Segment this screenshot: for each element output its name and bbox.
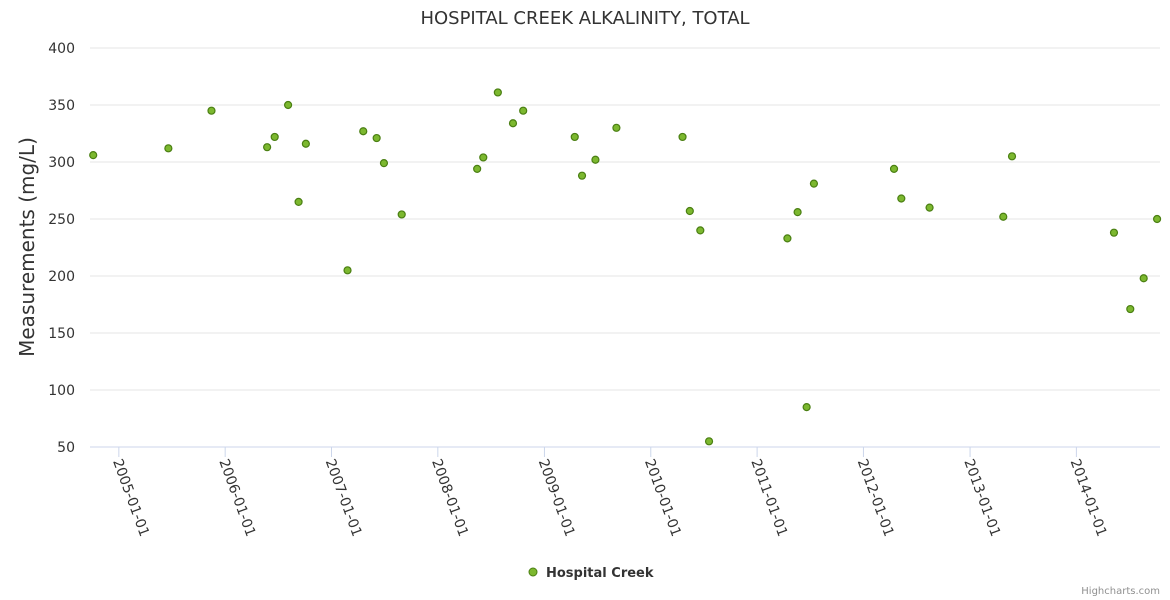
data-point[interactable]	[897, 194, 906, 203]
y-tick-label: 250	[48, 212, 75, 228]
data-point[interactable]	[1126, 304, 1135, 314]
data-point[interactable]	[678, 132, 687, 142]
data-point[interactable]	[519, 106, 528, 115]
chart-title: HOSPITAL CREEK ALKALINITY, TOTAL	[420, 8, 749, 29]
data-point[interactable]	[783, 234, 792, 243]
data-point[interactable]	[508, 119, 518, 128]
data-point[interactable]	[479, 153, 488, 162]
data-point[interactable]	[685, 206, 694, 216]
data-point[interactable]	[1007, 152, 1017, 161]
data-point[interactable]	[577, 171, 587, 180]
data-point[interactable]	[793, 208, 802, 217]
y-tick-label: 400	[48, 41, 75, 57]
scatter-series-hospital-creek	[89, 88, 1162, 446]
data-point[interactable]	[493, 88, 502, 97]
data-point[interactable]	[999, 212, 1008, 221]
data-point[interactable]	[1139, 274, 1148, 283]
data-point[interactable]	[263, 143, 272, 152]
y-tick-label: 200	[48, 269, 75, 285]
data-point[interactable]	[294, 197, 303, 206]
data-point[interactable]	[359, 127, 368, 136]
y-tick-label: 150	[48, 326, 75, 342]
y-gridlines	[90, 47, 1160, 391]
y-axis-title: Measurements (mg/L)	[15, 137, 39, 357]
data-point[interactable]	[809, 179, 819, 188]
data-point[interactable]	[696, 226, 705, 235]
data-point[interactable]	[612, 123, 621, 132]
data-point[interactable]	[704, 437, 714, 446]
data-point[interactable]	[802, 403, 811, 412]
data-point[interactable]	[591, 155, 600, 164]
data-point[interactable]	[343, 266, 352, 275]
data-point[interactable]	[372, 133, 381, 143]
data-point[interactable]	[379, 159, 389, 168]
legend-marker	[528, 567, 538, 577]
data-point[interactable]	[1152, 214, 1162, 224]
data-point[interactable]	[270, 132, 279, 142]
legend[interactable]: Hospital Creek	[528, 566, 654, 581]
y-tick-label: 350	[48, 98, 75, 114]
data-point[interactable]	[164, 144, 173, 153]
y-axis-tick-labels: 50 100 150 200 250 300 350 400	[48, 41, 75, 456]
data-point[interactable]	[570, 132, 579, 142]
data-point[interactable]	[89, 151, 98, 160]
y-tick-label: 300	[48, 155, 75, 171]
data-point[interactable]	[889, 164, 899, 173]
y-tick-label: 50	[57, 440, 75, 456]
data-point[interactable]	[1109, 228, 1119, 237]
data-point[interactable]	[925, 203, 934, 212]
legend-label-hospital-creek[interactable]: Hospital Creek	[546, 566, 654, 581]
data-point[interactable]	[207, 106, 216, 115]
y-tick-label: 100	[48, 383, 75, 399]
data-point[interactable]	[473, 164, 482, 173]
credits-link[interactable]: Highcharts.com	[1081, 586, 1160, 597]
data-point[interactable]	[283, 100, 293, 110]
data-point[interactable]	[301, 139, 310, 148]
data-point[interactable]	[397, 210, 406, 219]
